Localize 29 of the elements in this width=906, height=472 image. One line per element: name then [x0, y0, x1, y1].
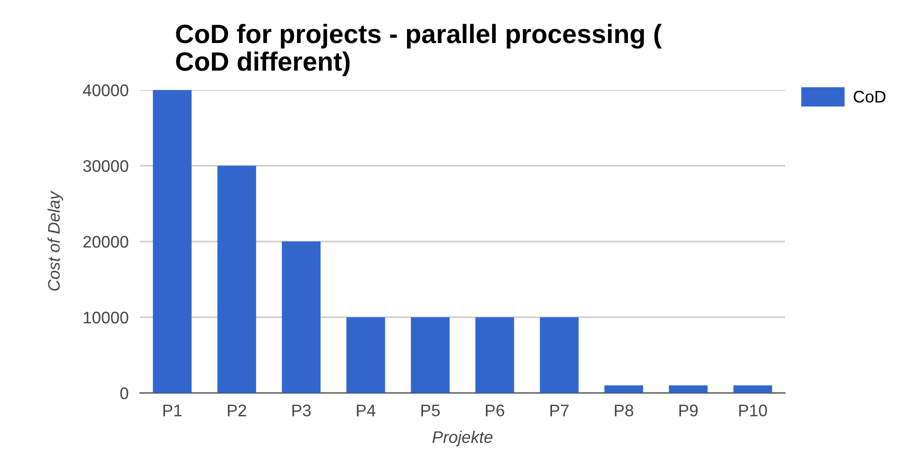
y-axis-title: Cost of Delay	[48, 190, 64, 291]
x-tick-label: P3	[292, 404, 311, 416]
bar	[733, 385, 772, 393]
x-tick-label: P8	[614, 404, 634, 416]
x-tick-label: P2	[228, 404, 246, 416]
x-tick-label: P6	[486, 404, 504, 416]
x-axis-title: Projekte	[432, 430, 492, 446]
bar	[668, 385, 708, 393]
legend-label: CoD	[854, 90, 886, 103]
y-tick-label: 40000	[82, 84, 128, 96]
bar	[475, 317, 514, 393]
x-tick-label: P7	[550, 404, 569, 416]
y-tick-label: 0	[120, 387, 128, 400]
x-tick-label: P5	[421, 404, 440, 416]
bar	[217, 166, 256, 393]
chart-title: CoD for projects - parallel processing ( CoD different)	[176, 24, 662, 76]
y-tick-label: 10000	[84, 312, 128, 324]
x-tick-label: P1	[163, 404, 182, 416]
x-tick-label: P4	[356, 404, 376, 416]
y-tick-label: 30000	[83, 160, 128, 172]
bar	[604, 385, 644, 393]
bar	[152, 90, 192, 393]
x-tick-label: P10	[739, 404, 767, 416]
bar	[282, 242, 321, 393]
bar	[540, 317, 579, 393]
y-tick-label: 20000	[83, 236, 128, 248]
x-tick-label: P9	[679, 404, 698, 416]
bar	[410, 317, 450, 393]
bar	[346, 317, 386, 393]
